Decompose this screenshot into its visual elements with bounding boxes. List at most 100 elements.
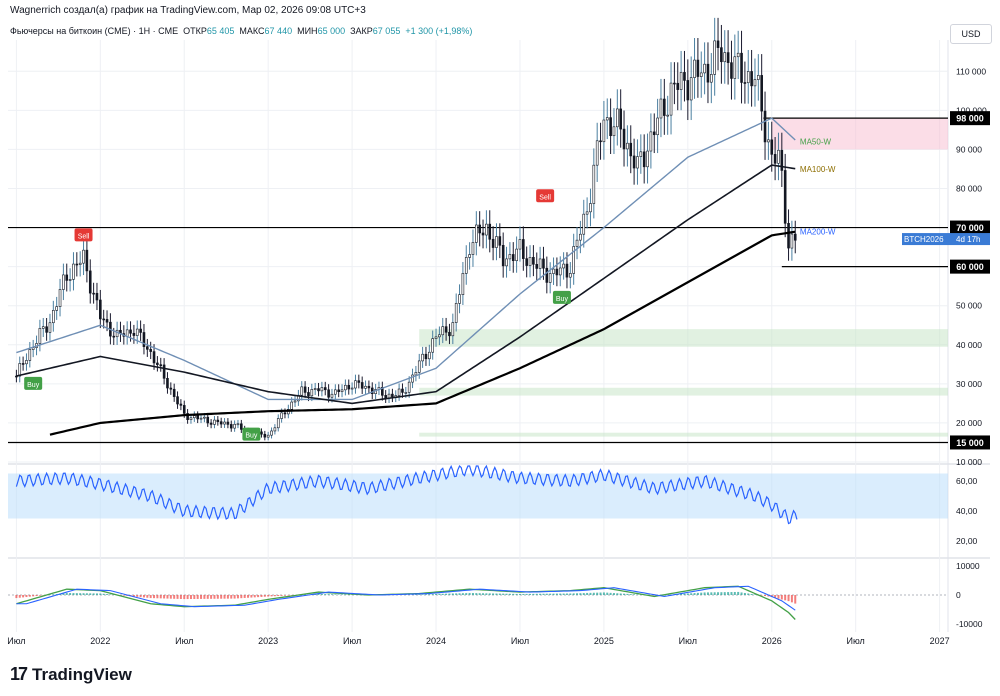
- macd-bar: [495, 593, 498, 595]
- candle-body: [458, 294, 461, 304]
- macd-bar: [790, 595, 793, 603]
- level-tag: [950, 111, 990, 126]
- macd-bar: [142, 595, 145, 598]
- candle-body: [384, 395, 387, 399]
- candle-body: [760, 75, 763, 112]
- candle-body: [770, 139, 774, 155]
- currency-button[interactable]: USD: [950, 24, 992, 44]
- macd-bar: [448, 593, 451, 595]
- x-tick-label: 2027: [930, 636, 950, 646]
- macd-bar: [612, 593, 615, 595]
- price-chart[interactable]: Июл 2022 Июл 2023 Июл 2024 Июл 2025 Июл 2026 Июл 20…: [0, 0, 1000, 660]
- macd-bar: [196, 595, 199, 599]
- macd-bar: [193, 595, 196, 599]
- candle-body: [451, 322, 455, 337]
- candle-body: [746, 71, 750, 84]
- macd-bar: [173, 595, 176, 599]
- macd-bar: [106, 594, 109, 595]
- candle-body: [703, 63, 706, 74]
- ma-line-ma100-w: [16, 164, 796, 405]
- candle-body: [159, 364, 163, 366]
- macd-bar: [203, 595, 206, 599]
- macd-bar: [280, 595, 283, 596]
- macd-bar: [609, 592, 612, 595]
- candle-body: [340, 389, 344, 393]
- macd-line: [16, 585, 796, 620]
- macd-bar: [458, 593, 461, 595]
- candle-body: [663, 98, 666, 116]
- x-tick-label: Июл: [175, 636, 193, 646]
- candle-body: [545, 267, 549, 283]
- signal-label: Buy: [245, 433, 258, 440]
- x-tick-label: Июл: [679, 636, 697, 646]
- macd-bar: [596, 592, 599, 595]
- macd-bar: [569, 593, 572, 595]
- macd-bar: [223, 595, 226, 599]
- macd-bar: [492, 593, 495, 595]
- brand-name: TradingView: [32, 664, 132, 684]
- macd-histogram: [15, 591, 797, 604]
- level-label: 98 000: [956, 114, 984, 124]
- candle-body: [102, 318, 105, 321]
- candle-body: [233, 423, 236, 429]
- macd-bar: [760, 595, 763, 596]
- candle-body: [669, 82, 673, 116]
- candle-body: [152, 351, 156, 364]
- macd-bar: [253, 595, 256, 598]
- macd-bar: [737, 591, 740, 595]
- macd-bar: [508, 593, 511, 595]
- macd-bar: [535, 593, 538, 595]
- candle-body: [652, 131, 656, 136]
- macd-bar: [236, 595, 239, 599]
- candle-body: [454, 303, 458, 323]
- candle-body: [579, 233, 582, 241]
- candle-body: [327, 389, 330, 398]
- macd-bar: [767, 595, 770, 597]
- macd-bar: [455, 593, 458, 595]
- macd-signal-line: [16, 585, 796, 611]
- open-label: ОТКР: [183, 26, 207, 36]
- macd-bar: [468, 592, 471, 595]
- ma-line-ma200-w: [49, 230, 796, 436]
- candle-body: [679, 72, 683, 90]
- candle-body: [313, 388, 317, 390]
- signal-label: Buy: [556, 296, 569, 303]
- candle-body: [421, 353, 424, 362]
- macd-bar: [149, 595, 152, 599]
- candle-body: [716, 40, 720, 48]
- macd-bar: [532, 593, 535, 595]
- candle-body: [266, 434, 270, 438]
- macd-bar: [753, 594, 756, 595]
- macd-bar: [257, 595, 260, 598]
- macd-bar: [260, 595, 263, 597]
- candle-body: [757, 75, 760, 80]
- macd-bar: [720, 592, 723, 595]
- macd-bar: [176, 595, 179, 599]
- candle-body: [354, 380, 357, 389]
- macd-bar: [683, 593, 686, 595]
- candle-body: [240, 423, 243, 430]
- y-tick-label: 20 000: [956, 418, 982, 428]
- candle-body: [793, 233, 797, 241]
- candle-body: [673, 82, 676, 85]
- macd-bar: [733, 591, 736, 595]
- candle-body: [612, 126, 616, 137]
- candle-body: [367, 385, 371, 389]
- y-tick-label: 110 000: [956, 66, 986, 76]
- candle-body: [693, 59, 696, 78]
- macd-bar: [435, 593, 438, 595]
- candle-body: [182, 405, 186, 414]
- macd-bar: [482, 593, 485, 595]
- macd-bar: [717, 592, 720, 595]
- support-zone: [419, 329, 948, 347]
- candle-body: [599, 140, 602, 143]
- candle-body: [283, 412, 287, 415]
- macd-bar: [592, 592, 595, 595]
- candle-body: [270, 430, 273, 436]
- candle-body: [686, 80, 690, 101]
- macd-tick-label: -10000: [956, 619, 983, 629]
- symbol-name[interactable]: Фьючерсы на биткоин (CME) · 1Н · CME: [10, 26, 179, 36]
- macd-bar: [317, 593, 320, 595]
- candle-body: [72, 263, 75, 280]
- macd-bar: [727, 592, 730, 595]
